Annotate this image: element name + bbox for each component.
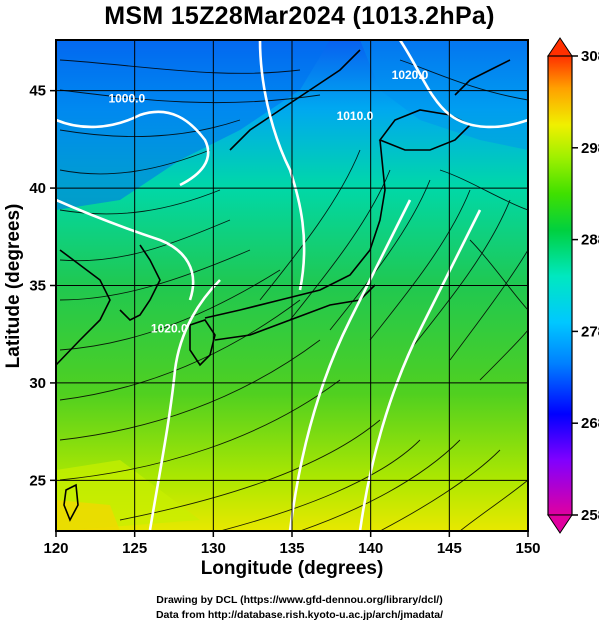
warm-zone-taiwan <box>56 500 120 531</box>
colorbar-bottom-arrow <box>547 514 573 534</box>
colorbar-tick-label: 288 <box>581 232 599 249</box>
contour-north <box>258 40 306 291</box>
credit-data: Data from http://database.rish.kyoto-u.a… <box>155 609 444 621</box>
contour-1000-west <box>56 110 210 187</box>
y-tick-label: 40 <box>29 180 46 197</box>
wind-streamlines <box>59 59 528 531</box>
y-tick-label: 35 <box>29 278 46 295</box>
contour-mid-1 <box>288 199 412 531</box>
pressure-contours <box>56 40 528 531</box>
coastline-honshu <box>204 139 386 319</box>
coastline-korea <box>119 244 161 321</box>
colorbar-ticks: 258 268 278 288 298 308 <box>572 48 599 524</box>
colorbar-tick-label: 268 <box>581 415 599 432</box>
cold-zone-hokkaido <box>360 40 528 150</box>
contour-label: 1000.0 <box>108 91 145 105</box>
contour-label: 1010.0 <box>337 109 374 123</box>
grid-lines <box>56 40 528 531</box>
y-tick-label: 30 <box>29 375 46 392</box>
contour-1010 <box>56 198 195 301</box>
coastline-taiwan <box>63 483 79 522</box>
colorbar-gradient <box>547 55 573 516</box>
y-axis: 25 30 35 40 45 <box>29 83 56 489</box>
coastline-china <box>56 249 111 366</box>
x-tick-label: 150 <box>515 540 540 557</box>
x-tick-label: 140 <box>358 540 383 557</box>
x-tick-label: 120 <box>43 540 68 557</box>
colorbar-tick-label: 298 <box>581 140 599 157</box>
x-tick-label: 130 <box>201 540 226 557</box>
coastline-russia <box>229 49 361 151</box>
y-tick-label: 25 <box>29 472 46 489</box>
y-axis-title: Latitude (degrees) <box>3 204 24 369</box>
colorbar-tick-label: 278 <box>581 323 599 340</box>
colorbar-top-arrow <box>547 37 573 57</box>
colorbar-tick-label: 258 <box>581 507 599 524</box>
credit-drawing: Drawing by DCL (https://www.gfd-dennou.o… <box>156 594 443 606</box>
contour-labels: 1000.0 1020.0 1010.0 1020.0 <box>108 68 428 335</box>
coastlines <box>56 49 511 522</box>
x-tick-label: 125 <box>122 540 147 557</box>
x-axis: 120 125 130 135 140 145 150 <box>43 531 541 557</box>
x-tick-label: 145 <box>437 540 462 557</box>
y-tick-label: 45 <box>29 83 46 100</box>
colorbar: 258 268 278 288 298 308 <box>547 37 599 534</box>
colorbar-tick-label: 308 <box>581 48 599 65</box>
contour-label: 1020.0 <box>392 68 429 82</box>
coastline-sakhalin <box>454 59 511 96</box>
contour-label: 1020.0 <box>151 321 188 335</box>
map-title: MSM 15Z28Mar2024 (1013.2hPa) <box>104 2 495 30</box>
plot-area: 1000.0 1020.0 1010.0 1020.0 <box>56 40 528 531</box>
x-axis-title: Longitude (degrees) <box>201 558 384 579</box>
x-tick-label: 135 <box>279 540 304 557</box>
contour-1020-west <box>148 279 221 531</box>
contour-northeast <box>398 40 528 129</box>
